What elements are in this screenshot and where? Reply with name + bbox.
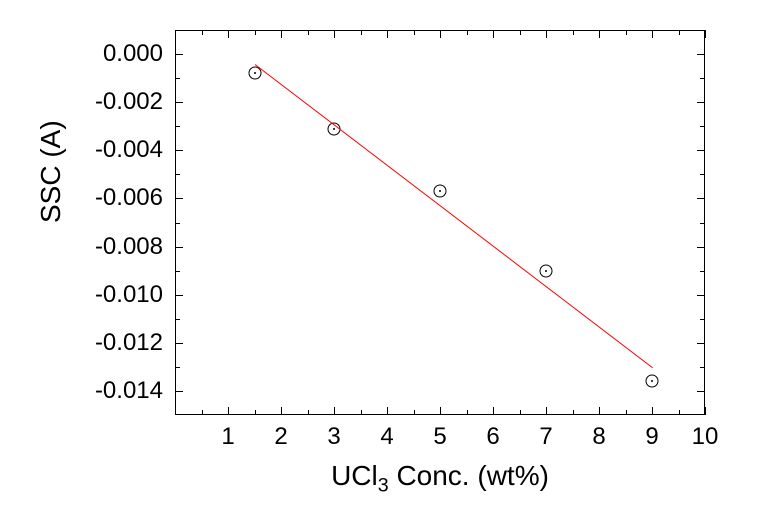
y-minor-tick-left	[175, 223, 180, 224]
x-tick-bottom	[440, 407, 441, 415]
y-tick-label: -0.010	[63, 281, 163, 309]
y-tick-right	[697, 150, 705, 151]
x-tick-label: 9	[645, 423, 658, 451]
y-tick-left	[175, 150, 183, 151]
x-minor-tick-top	[467, 30, 468, 35]
x-tick-top	[281, 30, 282, 38]
x-tick-top	[440, 30, 441, 38]
y-tick-right	[697, 198, 705, 199]
x-tick-label: 8	[592, 423, 605, 451]
y-tick-left	[175, 54, 183, 55]
data-point-center	[439, 190, 441, 192]
data-point-center	[545, 270, 547, 272]
x-minor-tick-top	[573, 30, 574, 35]
x-tick-top	[599, 30, 600, 38]
x-tick-label: 1	[221, 423, 234, 451]
y-tick-label: 0.000	[63, 40, 163, 68]
data-point-center	[651, 380, 653, 382]
x-minor-tick-bottom	[467, 410, 468, 415]
y-tick-right	[697, 391, 705, 392]
x-tick-label: 4	[380, 423, 393, 451]
x-tick-bottom	[228, 407, 229, 415]
x-tick-top	[546, 30, 547, 38]
y-tick-right	[697, 102, 705, 103]
x-minor-tick-bottom	[626, 410, 627, 415]
data-point-center	[254, 72, 256, 74]
x-minor-tick-bottom	[202, 410, 203, 415]
x-tick-bottom	[705, 407, 706, 415]
x-minor-tick-bottom	[520, 410, 521, 415]
x-minor-tick-top	[414, 30, 415, 35]
x-minor-tick-top	[308, 30, 309, 35]
xlabel-part1: UCl	[331, 460, 378, 491]
x-tick-top	[705, 30, 706, 38]
y-minor-tick-right	[700, 319, 705, 320]
y-tick-left	[175, 391, 183, 392]
x-minor-tick-bottom	[308, 410, 309, 415]
x-tick-top	[387, 30, 388, 38]
y-minor-tick-right	[700, 367, 705, 368]
y-tick-label: -0.006	[63, 184, 163, 212]
x-tick-top	[334, 30, 335, 38]
y-tick-left	[175, 343, 183, 344]
x-minor-tick-bottom	[679, 410, 680, 415]
x-minor-tick-top	[361, 30, 362, 35]
x-tick-bottom	[493, 407, 494, 415]
x-minor-tick-top	[202, 30, 203, 35]
x-tick-top	[652, 30, 653, 38]
x-tick-bottom	[652, 407, 653, 415]
x-tick-label: 10	[692, 423, 719, 451]
data-point-center	[333, 128, 335, 130]
y-tick-label: -0.008	[63, 233, 163, 261]
y-tick-label: -0.004	[63, 136, 163, 164]
x-minor-tick-bottom	[361, 410, 362, 415]
y-minor-tick-left	[175, 367, 180, 368]
x-tick-bottom	[281, 407, 282, 415]
chart-container: SSC (A) UCl3 Conc. (wt%) 12345678910-0.0…	[0, 0, 759, 516]
xlabel-part2: Conc. (wt%)	[389, 460, 549, 491]
y-minor-tick-right	[700, 78, 705, 79]
x-tick-bottom	[334, 407, 335, 415]
xlabel-subscript: 3	[378, 475, 389, 497]
y-tick-left	[175, 102, 183, 103]
x-tick-bottom	[546, 407, 547, 415]
y-minor-tick-left	[175, 174, 180, 175]
x-minor-tick-bottom	[255, 410, 256, 415]
y-minor-tick-right	[700, 126, 705, 127]
y-tick-right	[697, 247, 705, 248]
x-minor-tick-top	[626, 30, 627, 35]
x-tick-label: 6	[486, 423, 499, 451]
y-minor-tick-right	[700, 223, 705, 224]
y-tick-right	[697, 54, 705, 55]
x-minor-tick-bottom	[414, 410, 415, 415]
x-tick-top	[228, 30, 229, 38]
plot-area	[175, 30, 705, 415]
x-tick-label: 3	[327, 423, 340, 451]
y-minor-tick-left	[175, 271, 180, 272]
y-tick-label: -0.002	[63, 88, 163, 116]
x-tick-top	[493, 30, 494, 38]
y-minor-tick-left	[175, 319, 180, 320]
y-tick-label: -0.012	[63, 329, 163, 357]
y-tick-right	[697, 295, 705, 296]
x-tick-label: 2	[274, 423, 287, 451]
x-minor-tick-top	[679, 30, 680, 35]
y-tick-left	[175, 295, 183, 296]
x-minor-tick-top	[520, 30, 521, 35]
y-tick-label: -0.014	[63, 377, 163, 405]
x-axis-label: UCl3 Conc. (wt%)	[331, 460, 549, 498]
y-tick-left	[175, 247, 183, 248]
x-tick-label: 7	[539, 423, 552, 451]
x-minor-tick-bottom	[573, 410, 574, 415]
y-minor-tick-right	[700, 174, 705, 175]
y-minor-tick-right	[700, 271, 705, 272]
y-minor-tick-left	[175, 126, 180, 127]
x-tick-bottom	[599, 407, 600, 415]
x-tick-bottom	[387, 407, 388, 415]
y-minor-tick-left	[175, 78, 180, 79]
y-tick-right	[697, 343, 705, 344]
x-minor-tick-top	[255, 30, 256, 35]
y-tick-left	[175, 198, 183, 199]
x-tick-label: 5	[433, 423, 446, 451]
